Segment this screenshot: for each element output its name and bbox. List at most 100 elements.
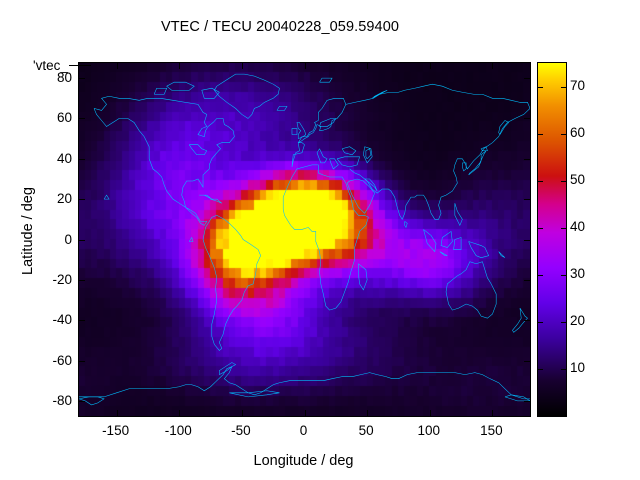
x-tick-mark: [429, 63, 431, 69]
coastline-path: [347, 179, 375, 213]
y-tick-label: 0: [64, 231, 72, 247]
x-tick-mark: [241, 410, 243, 416]
coastline-path: [320, 118, 336, 126]
x-tick-mark: [241, 63, 243, 69]
coastline-path: [283, 165, 368, 310]
coastline-path: [499, 252, 505, 258]
y-tick-mark: [79, 118, 85, 120]
colorbar-tick-mark: [538, 368, 543, 370]
colorbar-tick-mark: [561, 180, 566, 182]
x-tick-mark: [116, 410, 118, 416]
x-axis-tick-marks: [79, 63, 530, 416]
y-tick-mark: [524, 400, 530, 402]
plot-key-artifact: 'vtec_: [33, 58, 91, 73]
y-tick-label: -80: [52, 392, 72, 408]
y-tick-label: 20: [56, 191, 72, 207]
colorbar-tick-label: 10: [570, 359, 586, 375]
coastline-path: [154, 88, 167, 94]
coastline-path: [320, 78, 333, 82]
coastline-path: [358, 264, 367, 290]
coastline-path: [211, 199, 222, 203]
y-tick-mark: [524, 158, 530, 160]
coastline-path: [79, 367, 530, 399]
coastline-path: [455, 203, 463, 225]
y-tick-label: -40: [52, 312, 72, 328]
x-tick-mark: [304, 410, 306, 416]
colorbar-tick-label: 50: [570, 171, 586, 187]
coastline-path: [104, 195, 109, 199]
coastline-path: [330, 159, 339, 169]
y-tick-mark: [79, 279, 85, 281]
y-axis-label: Latitude / deg: [20, 187, 36, 275]
y-tick-mark: [79, 199, 85, 201]
x-tick-label: 150: [480, 423, 503, 438]
x-tick-label: -150: [102, 423, 130, 438]
y-tick-mark: [524, 78, 530, 80]
y-tick-mark: [524, 320, 530, 322]
y-tick-label: 80: [56, 70, 72, 86]
coastline-path: [229, 391, 279, 397]
colorbar-tick-mark: [561, 368, 566, 370]
coastline-overlay: [79, 63, 530, 416]
colorbar-tick-mark: [538, 86, 543, 88]
coastline-path: [446, 262, 496, 318]
colorbar-gradient: [538, 63, 566, 416]
colorbar-tick-mark: [538, 133, 543, 135]
colorbar-tick-mark: [561, 133, 566, 135]
x-axis-tick-labels: -150 -100 -50 0 50 100 150: [78, 423, 529, 445]
coastline-path: [481, 147, 487, 151]
x-tick-label: 50: [358, 423, 374, 438]
x-tick-label: -50: [231, 423, 251, 438]
y-tick-mark: [524, 118, 530, 120]
y-tick-mark: [79, 158, 85, 160]
y-tick-mark: [79, 320, 85, 322]
colorbar-tick-label: 20: [570, 312, 586, 328]
colorbar-tick-label: 30: [570, 265, 586, 281]
coastline-path: [219, 363, 235, 375]
y-tick-mark: [524, 279, 530, 281]
y-tick-mark: [79, 78, 85, 80]
coastline-path: [79, 397, 104, 405]
y-tick-label: -60: [52, 352, 72, 368]
colorbar[interactable]: [537, 62, 567, 417]
coastline-path: [292, 129, 297, 135]
x-tick-mark: [492, 63, 494, 69]
colorbar-tick-label: 70: [570, 77, 586, 93]
x-tick-label: 0: [299, 423, 308, 438]
coastline-path: [366, 149, 371, 159]
x-tick-mark: [429, 410, 431, 416]
y-tick-label: 40: [56, 150, 72, 166]
plot-key-line: [68, 65, 91, 66]
y-axis-tick-labels: 80 60 40 20 0 -20 -40 -60 -80: [24, 0, 72, 480]
y-tick-label: -20: [52, 271, 72, 287]
plot-area[interactable]: [78, 62, 531, 417]
coastline-path: [203, 215, 261, 350]
coastline-path: [189, 145, 207, 155]
y-tick-mark: [524, 239, 530, 241]
coastline-path: [441, 231, 452, 247]
coastline-path: [317, 149, 327, 163]
coastline-path: [440, 252, 448, 256]
colorbar-tick-mark: [561, 321, 566, 323]
coastline-path: [462, 163, 466, 171]
colorbar-tick-label: 60: [570, 124, 586, 140]
x-tick-mark: [116, 63, 118, 69]
coastline-path: [167, 82, 195, 90]
x-tick-mark: [179, 63, 181, 69]
coastline-path: [505, 395, 530, 401]
coastline-path: [214, 74, 279, 118]
plot-key-label: 'vtec_: [33, 58, 68, 73]
coastline-path: [512, 308, 527, 332]
coastline-path: [292, 98, 346, 167]
colorbar-tick-mark: [561, 274, 566, 276]
x-tick-mark: [367, 63, 369, 69]
y-tick-label: 60: [56, 110, 72, 126]
coastline-path: [346, 84, 530, 108]
coastline-path: [94, 96, 234, 225]
coastline-path: [499, 120, 509, 134]
coastline-path: [405, 221, 408, 227]
coastline-path: [342, 147, 356, 155]
coastline-path: [424, 229, 437, 251]
colorbar-tick-mark: [561, 86, 566, 88]
